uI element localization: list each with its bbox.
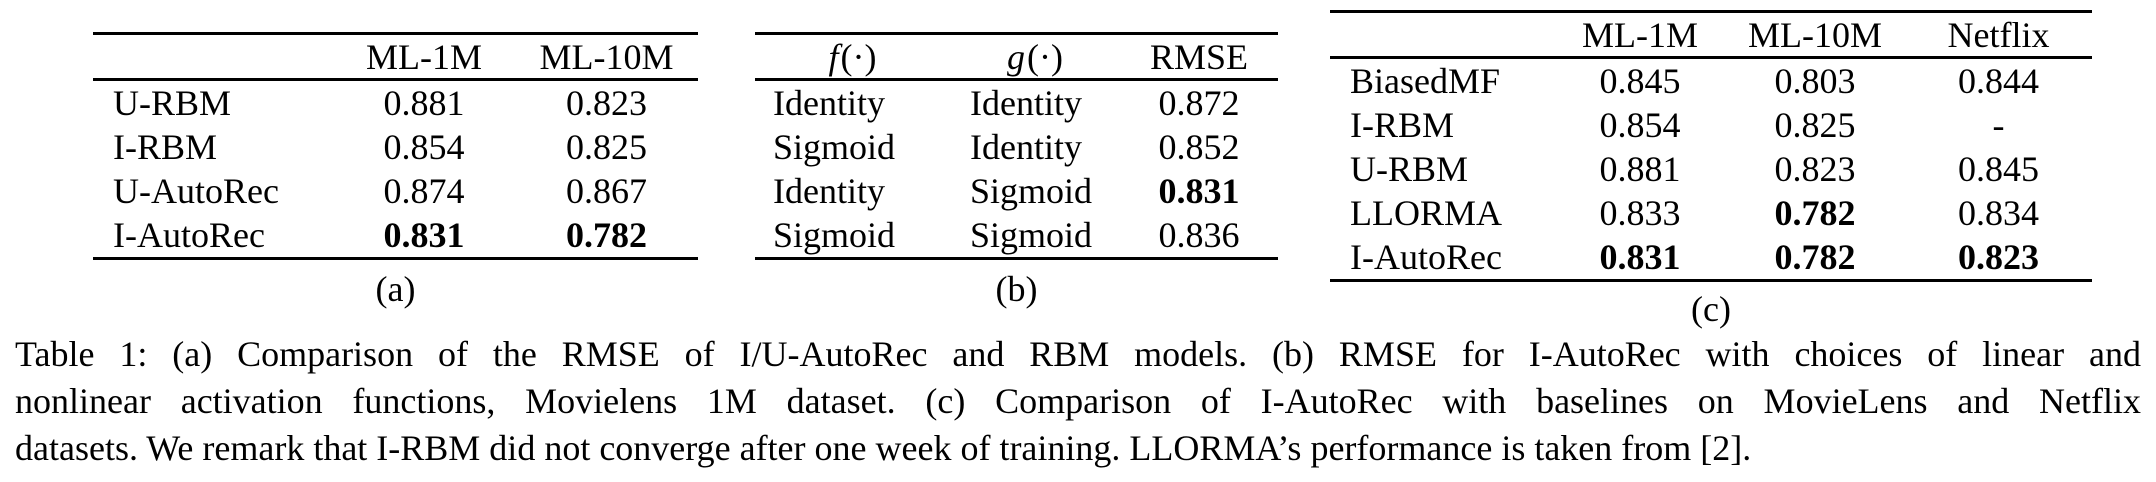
math-args: (·) [840,36,877,77]
row-label: LLORMA [1350,193,1502,233]
cell-value: 0.782 [1774,193,1856,233]
cell-value: 0.845 [1958,149,2039,189]
cell-value: 0.836 [1158,215,1240,255]
table-row: U-RBM 0.881 0.823 0.845 [1330,147,2092,191]
cell-value: 0.845 [1599,61,1681,101]
cell-value: 0.782 [1774,237,1856,277]
table-b-header-row: f(·) g(·) RMSE [755,33,1278,81]
row-label: I-AutoRec [113,215,265,255]
cell-value: 0.854 [383,127,465,167]
table-row: BiasedMF 0.845 0.803 0.844 [1330,58,2092,104]
table-row: LLORMA 0.833 0.782 0.834 [1330,191,2092,235]
subtable-c: ML-1M ML-10M Netflix BiasedMF 0.845 0.803 0… [1330,10,2092,329]
cell-value: 0.852 [1158,127,1240,167]
cell-value: - [1992,105,2005,145]
column-header-blank [93,33,333,81]
math-var-f: f [828,36,839,77]
row-label: BiasedMF [1350,61,1501,101]
cell-value: 0.823 [566,83,647,123]
table-b-body: Identity Identity 0.872 Sigmoid Identity 0.85… [755,80,1278,259]
subtable-a: ML-1M ML-10M U-RBM 0.881 0.823 I-RBM 0.854 0.… [93,32,698,309]
table-row: Sigmoid Identity 0.852 [755,125,1278,169]
cell-value: 0.823 [1774,149,1856,189]
math-var-g: g [1007,36,1026,77]
cell-value: 0.834 [1958,193,2039,233]
row-label: I-AutoRec [1350,237,1502,277]
cell-value: 0.867 [566,171,647,211]
row-label: U-RBM [1350,149,1469,189]
cell-value: 0.803 [1774,61,1856,101]
table-row: Identity Sigmoid 0.831 [755,169,1278,213]
subtable-caption-c: (c) [1691,289,1731,329]
cell-value: 0.825 [566,127,647,167]
subtable-b: f(·) g(·) RMSE Identity Identity 0.872 Sigm… [755,32,1278,309]
row-label: I-RBM [113,127,218,167]
row-label: Sigmoid [773,127,896,167]
column-header-netflix: Netflix [1905,11,2092,59]
cell-value: 0.831 [1599,237,1681,277]
cell-value: 0.823 [1958,237,2039,277]
table-c: ML-1M ML-10M Netflix BiasedMF 0.845 0.803 0… [1330,10,2092,282]
table-row: I-AutoRec 0.831 0.782 [93,213,698,259]
table-a-header-row: ML-1M ML-10M [93,33,698,81]
table-a: ML-1M ML-10M U-RBM 0.881 0.823 I-RBM 0.854 0.… [93,32,698,260]
cell-value: Sigmoid [970,171,1093,211]
math-args: (·) [1027,36,1063,77]
table-row: I-RBM 0.854 0.825 [93,125,698,169]
cell-value: Sigmoid [970,215,1093,255]
cell-value: 0.831 [383,215,465,255]
column-header-g-dot: g(·) [950,33,1120,81]
cell-value: 0.782 [566,215,647,255]
subtable-caption-a: (a) [375,269,416,309]
row-label: I-RBM [1350,105,1455,145]
column-header-ml-10m: ML-10M [515,33,698,81]
cell-value: 0.874 [383,171,465,211]
cell-value: 0.844 [1958,61,2039,101]
cell-value: 0.825 [1774,105,1856,145]
row-label: Identity [773,171,885,211]
column-header-rmse: RMSE [1120,33,1278,81]
caption-line-2: nonlinear activation functions, Movielen… [15,381,2141,421]
column-header-ml-1m: ML-1M [333,33,515,81]
caption-line-1: Table 1: (a) Comparison of the RMSE of I… [15,334,2141,374]
row-label: U-AutoRec [113,171,279,211]
table-c-body: BiasedMF 0.845 0.803 0.844 I-RBM 0.854 0.825- U… [1330,58,2092,281]
table-row: U-AutoRec 0.874 0.867 [93,169,698,213]
column-header-f-dot: f(·) [755,33,950,81]
table-row: U-RBM 0.881 0.823 [93,80,698,126]
cell-value: 0.872 [1158,83,1240,123]
figure-caption: Table 1: (a) Comparison of the RMSE of I… [15,331,2141,472]
column-header-ml-1m: ML-1M [1555,11,1725,59]
cell-value: Identity [970,127,1082,167]
column-header-ml-10m: ML-10M [1725,11,1905,59]
table-row: I-RBM 0.854 0.825 - [1330,103,2092,147]
cell-value: 0.833 [1599,193,1681,233]
table-c-header-row: ML-1M ML-10M Netflix [1330,11,2092,59]
table-b: f(·) g(·) RMSE Identity Identity 0.872 Sigm… [755,32,1278,260]
cell-value: Identity [970,83,1082,123]
cell-value: 0.881 [383,83,465,123]
row-label: U-RBM [113,83,232,123]
subtable-caption-b: (b) [995,269,1038,309]
table-a-body: U-RBM 0.881 0.823 I-RBM 0.854 0.825 U-AutoRec 0… [93,80,698,259]
row-label: Identity [773,83,885,123]
cell-value: 0.831 [1158,171,1240,211]
table-row: I-AutoRec 0.831 0.782 0.823 [1330,235,2092,281]
cell-value: 0.854 [1599,105,1681,145]
cell-value: 0.881 [1599,149,1681,189]
column-header-blank [1330,11,1555,59]
caption-line-3: datasets. We remark that I-RBM did not c… [15,428,1752,468]
table-row: Identity Identity 0.872 [755,80,1278,126]
row-label: Sigmoid [773,215,896,255]
table-row: Sigmoid Sigmoid 0.836 [755,213,1278,259]
